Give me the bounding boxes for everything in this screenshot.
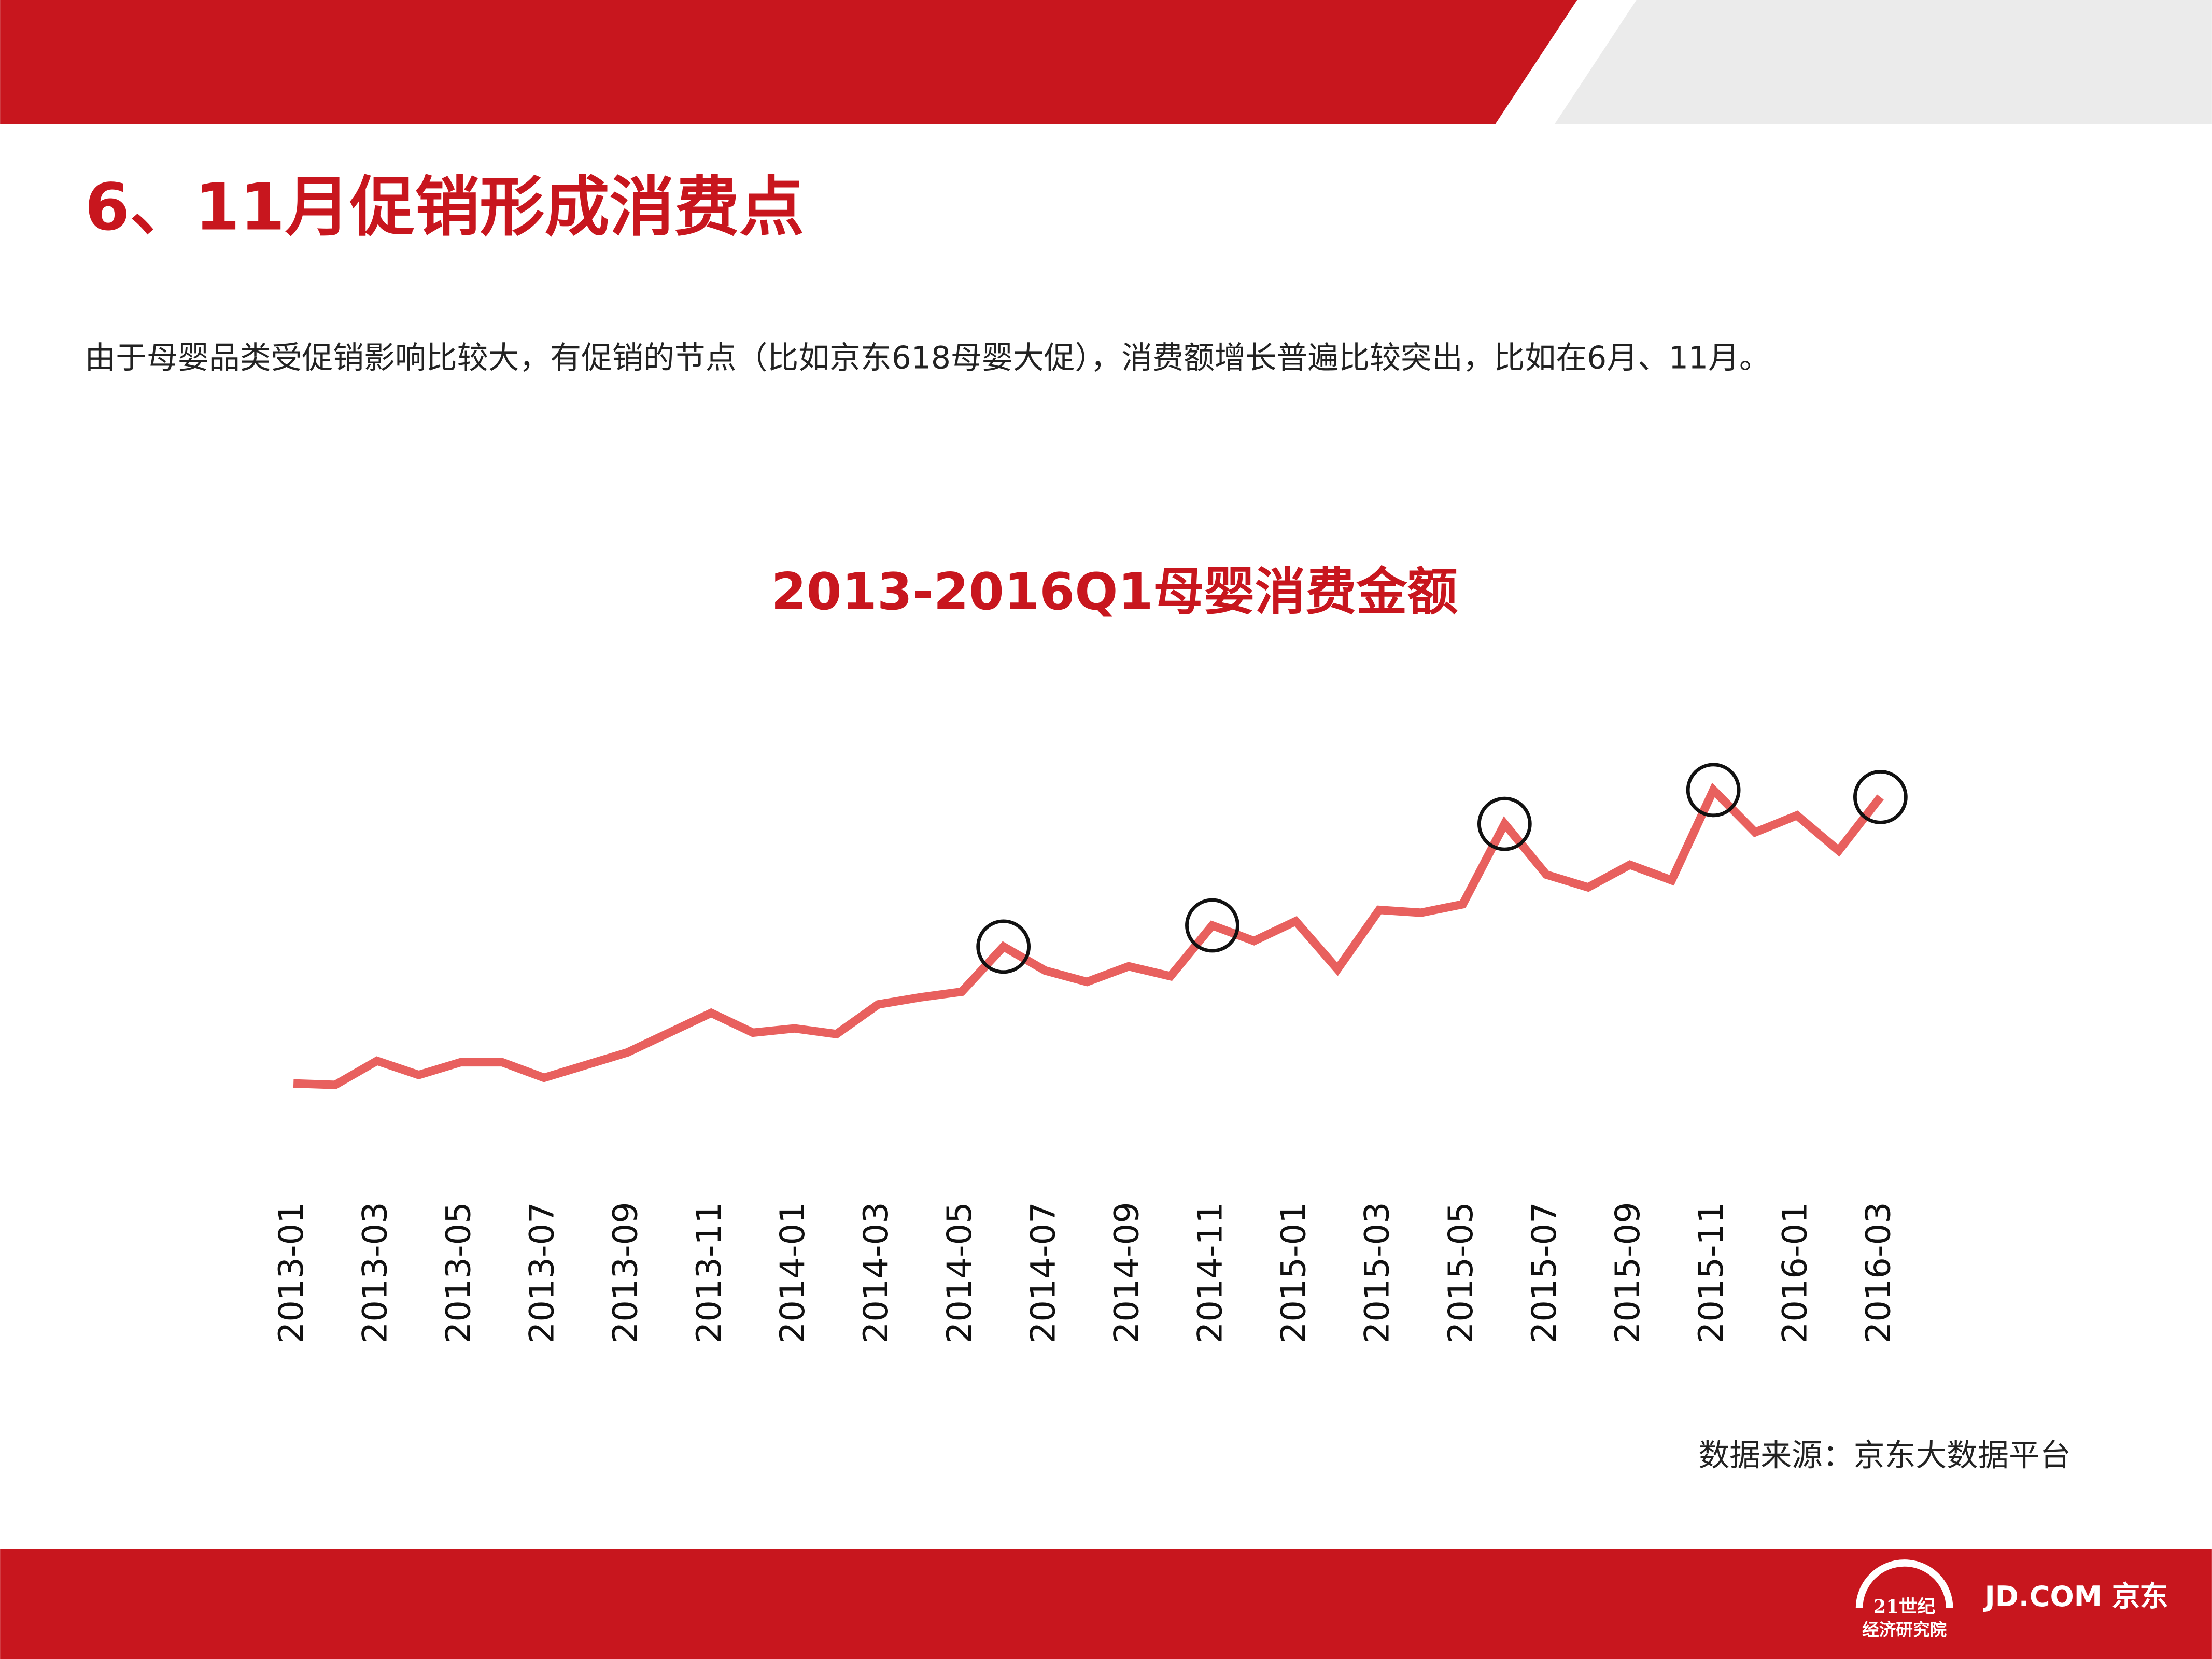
x-tick-label: 2014-03 xyxy=(856,1202,896,1343)
bottom-bar xyxy=(0,1549,2212,1659)
logo-left-top: 21世纪 xyxy=(1873,1596,1936,1618)
x-tick-label: 2015-11 xyxy=(1692,1202,1731,1343)
x-tick-label: 2014-11 xyxy=(1191,1202,1230,1343)
x-tick-label: 2014-09 xyxy=(1107,1202,1146,1343)
highlight-circle xyxy=(1185,898,1239,953)
x-tick-label: 2015-03 xyxy=(1358,1202,1397,1343)
x-tick-label: 2016-01 xyxy=(1775,1202,1814,1343)
x-tick-label: 2013-01 xyxy=(272,1202,311,1343)
slide-subtitle: 由于母婴品类受促销影响比较大，有促销的节点（比如京东618母婴大促），消费额增长… xyxy=(84,340,1770,376)
x-tick-label: 2015-07 xyxy=(1525,1202,1564,1343)
x-tick-label: 2013-11 xyxy=(689,1202,729,1343)
highlight-circle xyxy=(976,919,1031,974)
top-bar-gap xyxy=(1495,0,1637,124)
logo-left-bottom: 经济研究院 xyxy=(1862,1620,1947,1640)
x-tick-label: 2016-03 xyxy=(1858,1202,1898,1343)
highlight-circle xyxy=(1686,763,1741,818)
logo-arc xyxy=(1855,1559,1953,1609)
x-tick-label: 2014-07 xyxy=(1023,1202,1063,1343)
x-tick-label: 2013-03 xyxy=(355,1202,395,1343)
x-tick-label: 2015-09 xyxy=(1608,1202,1647,1343)
slide-title: 6、11月促销形成消费点 xyxy=(84,169,804,245)
highlight-circle xyxy=(1477,796,1532,851)
x-tick-label: 2013-07 xyxy=(523,1202,562,1343)
source-note: 数据来源：京东大数据平台 xyxy=(1698,1437,2070,1473)
data-line xyxy=(293,782,1884,1089)
highlight-circle xyxy=(1853,770,1908,824)
x-tick-label: 2014-05 xyxy=(940,1202,979,1343)
x-tick-label: 2014-01 xyxy=(773,1202,812,1343)
x-tick-label: 2013-09 xyxy=(606,1202,645,1343)
top-bar-red xyxy=(0,0,1577,124)
chart-title: 2013-2016Q1母婴消费金额 xyxy=(771,563,1458,622)
logo-right: JD.COM 京东 xyxy=(1983,1580,2168,1613)
x-tick-label: 2013-05 xyxy=(439,1202,478,1343)
x-tick-label: 2015-05 xyxy=(1441,1202,1481,1343)
x-tick-label: 2015-01 xyxy=(1274,1202,1314,1343)
